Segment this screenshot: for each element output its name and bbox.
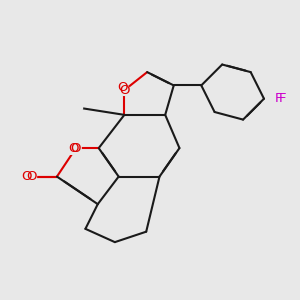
- Circle shape: [119, 85, 130, 95]
- Text: O: O: [21, 170, 32, 183]
- Circle shape: [26, 171, 37, 182]
- Text: O: O: [119, 84, 130, 97]
- Text: F: F: [274, 92, 282, 105]
- Text: O: O: [68, 142, 78, 154]
- Text: O: O: [117, 81, 128, 94]
- Circle shape: [69, 100, 82, 114]
- Text: O: O: [71, 142, 81, 154]
- Text: O: O: [26, 170, 37, 183]
- Text: F: F: [278, 92, 286, 105]
- Circle shape: [71, 143, 81, 153]
- Circle shape: [274, 94, 283, 104]
